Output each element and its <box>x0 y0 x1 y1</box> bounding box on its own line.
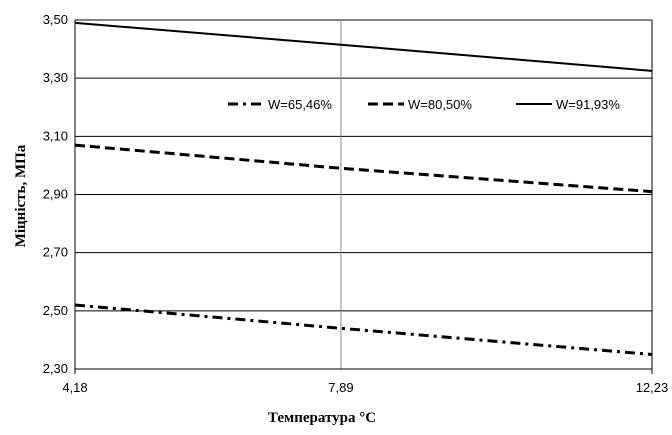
series-line-2 <box>74 143 653 194</box>
y-tick-label: 3,30 <box>43 70 68 85</box>
y-tick-label: 2,90 <box>43 187 68 202</box>
y-tick-label: 2,70 <box>43 245 68 260</box>
x-tick-label: 12,23 <box>636 380 669 395</box>
y-tick-label: 3,10 <box>43 128 68 143</box>
y-tick-label: 2,50 <box>43 303 68 318</box>
x-axis-title: Температура °С <box>268 410 376 426</box>
grid-layer <box>75 19 652 370</box>
y-tick-label: 2,30 <box>43 361 68 376</box>
y-tick-label: 3,50 <box>43 12 68 27</box>
legend-label-1: W=65,46% <box>268 97 332 112</box>
axes-layer <box>74 20 653 374</box>
legend: W=65,46% W=80,50% W=91,93% <box>228 97 620 112</box>
series-layer <box>74 21 653 356</box>
legend-label-2: W=80,50% <box>408 97 472 112</box>
x-tick-label: 7,89 <box>328 380 353 395</box>
x-tick-label: 4,18 <box>62 380 87 395</box>
legend-label-3: W=91,93% <box>556 97 620 112</box>
y-axis-title: Міцність, МПа <box>13 144 29 247</box>
labels-layer: 2,30 2,50 2,70 2,90 3,10 3,30 3,50 4,18 7,89 12,2… <box>43 12 669 395</box>
series-line-3 <box>74 21 653 72</box>
series-line-1 <box>74 303 653 356</box>
